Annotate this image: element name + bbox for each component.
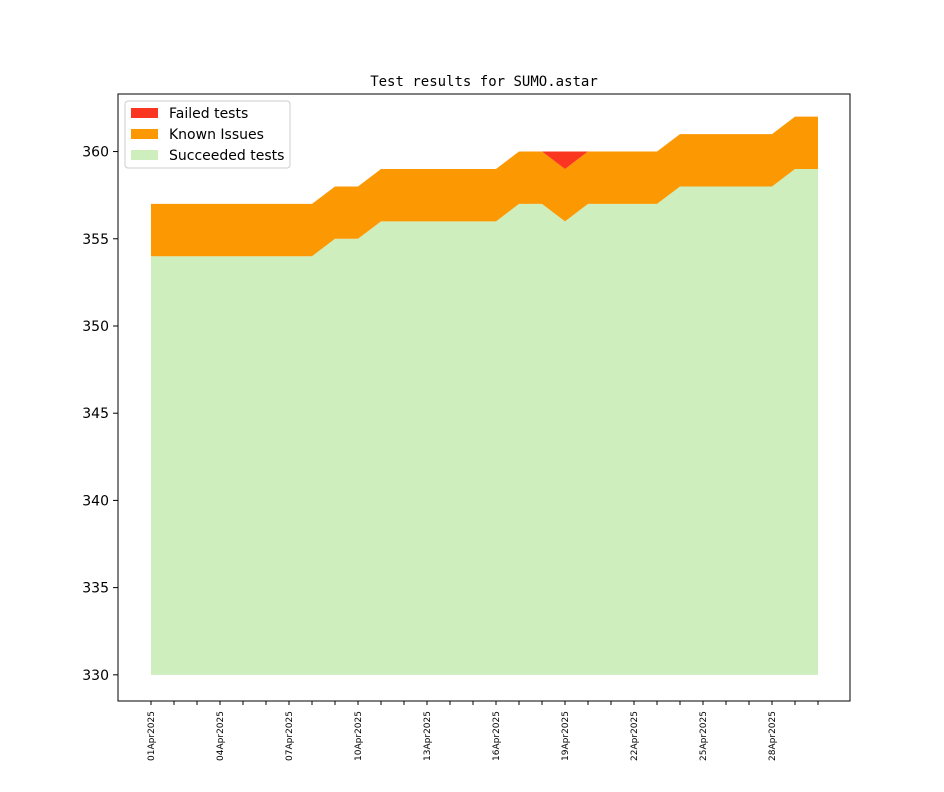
y-tick-label: 345 — [82, 406, 109, 422]
area-succeeded-tests — [151, 169, 818, 675]
x-tick-label: 25Apr2025 — [699, 711, 709, 761]
y-tick-label: 335 — [82, 581, 109, 597]
x-tick-label: 01Apr2025 — [147, 711, 157, 761]
x-tick-label: 10Apr2025 — [354, 711, 364, 761]
chart-title: Test results for SUMO.astar — [370, 74, 598, 90]
legend-label: Succeeded tests — [169, 148, 284, 164]
x-tick-label: 22Apr2025 — [630, 711, 640, 761]
area-known-issues — [151, 116, 818, 257]
x-tick-label: 04Apr2025 — [216, 711, 226, 761]
y-tick-label: 360 — [82, 145, 109, 161]
y-tick-label: 340 — [82, 493, 109, 509]
plot-areas — [151, 116, 818, 675]
x-tick-label: 28Apr2025 — [768, 711, 778, 761]
plot-frame — [117, 93, 851, 702]
x-tick-label: 07Apr2025 — [285, 711, 295, 761]
y-tick-label: 355 — [82, 232, 109, 248]
x-tick-label: 19Apr2025 — [561, 711, 571, 761]
legend-box — [124, 100, 291, 169]
legend-label: Failed tests — [169, 106, 248, 122]
legend-label: Known Issues — [169, 127, 264, 143]
x-tick-label: 13Apr2025 — [423, 711, 433, 761]
y-tick-label: 350 — [82, 319, 109, 335]
y-axis: 330 335 340 345 350 355 360 — [82, 145, 118, 684]
legend-swatch — [131, 150, 158, 160]
y-tick-label: 330 — [82, 668, 109, 684]
legend-items: Failed tests Known Issues Succeeded tests — [131, 106, 284, 164]
x-axis: 01Apr2025 04Apr2025 07Apr2025 10Apr2025 13Ap… — [147, 701, 819, 761]
x-tick-label: 16Apr2025 — [492, 711, 502, 761]
legend-swatch — [131, 108, 158, 118]
legend: Failed tests Known Issues Succeeded tests — [124, 100, 291, 169]
legend-swatch — [131, 129, 158, 139]
